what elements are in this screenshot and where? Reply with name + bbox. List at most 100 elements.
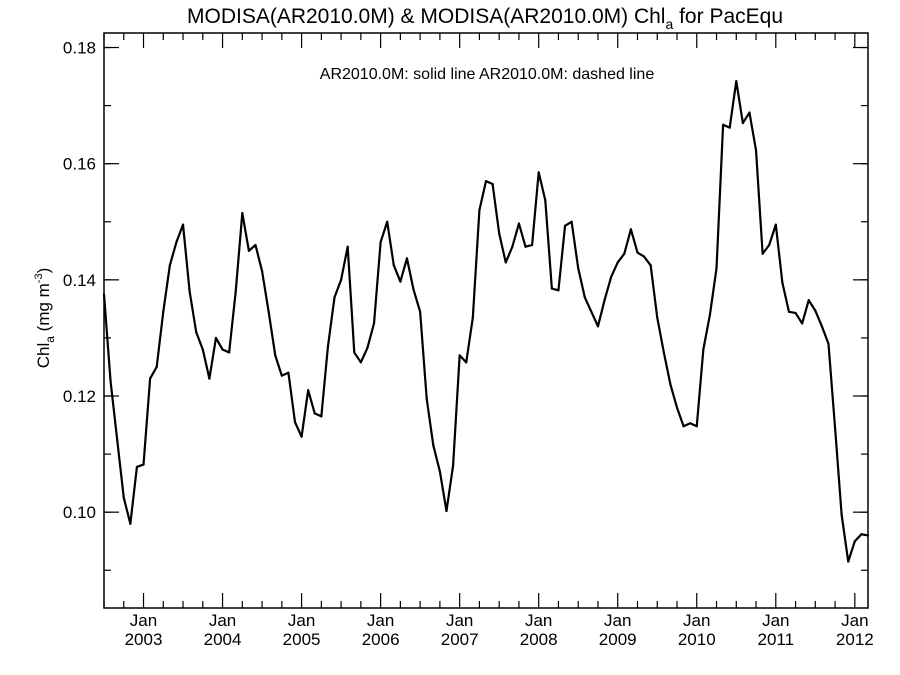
data-point xyxy=(590,310,593,313)
data-point xyxy=(814,309,817,312)
data-point xyxy=(794,311,797,315)
data-point xyxy=(616,261,619,264)
data-point xyxy=(754,149,758,152)
data-point xyxy=(662,351,665,354)
data-point xyxy=(774,223,777,226)
data-point xyxy=(642,255,646,258)
data-point xyxy=(267,310,270,313)
data-point xyxy=(728,126,731,129)
data-point xyxy=(550,287,553,290)
data-point xyxy=(313,412,316,415)
data-point xyxy=(162,310,165,313)
data-point xyxy=(228,351,231,354)
x-tick-month: Jan xyxy=(683,611,710,630)
x-tick-year: 2003 xyxy=(125,630,163,649)
data-point xyxy=(116,438,119,441)
data-point xyxy=(366,346,369,349)
data-point xyxy=(866,534,870,537)
x-tick-year: 2012 xyxy=(836,630,874,649)
data-point xyxy=(860,533,863,536)
data-point xyxy=(445,509,448,513)
data-point xyxy=(175,240,178,244)
data-point xyxy=(656,316,659,319)
data-point xyxy=(425,397,428,401)
data-point xyxy=(465,361,468,364)
data-point xyxy=(840,513,843,517)
x-tick-month: Jan xyxy=(130,611,157,630)
data-point xyxy=(438,470,441,473)
data-point xyxy=(511,245,514,248)
data-point xyxy=(102,293,106,296)
data-point xyxy=(669,383,672,386)
data-point xyxy=(675,406,679,409)
data-point xyxy=(820,325,823,328)
data-point xyxy=(557,289,560,292)
y-axis: 0.10 0.12 0.14 0.16 0.18 xyxy=(63,39,868,571)
chart-title: MODISA(AR2010.0M) & MODISA(AR2010.0M) Ch… xyxy=(187,5,783,32)
data-point xyxy=(563,224,567,227)
data-point xyxy=(702,348,705,351)
data-point xyxy=(498,232,501,235)
data-point xyxy=(109,380,112,383)
x-axis: Jan2003Jan2004Jan2005Jan2006Jan2007Jan20… xyxy=(103,33,874,649)
data-point xyxy=(359,361,362,364)
data-point xyxy=(293,421,297,424)
data-point xyxy=(695,425,698,428)
legend-annotation: AR2010.0M: solid line AR2010.0M: dashed … xyxy=(320,66,655,83)
data-point xyxy=(135,465,139,468)
data-point xyxy=(715,267,718,270)
data-point xyxy=(208,377,211,380)
data-point xyxy=(689,422,692,425)
x-tick-year: 2010 xyxy=(678,630,716,649)
data-point xyxy=(768,243,771,247)
x-tick-month: Jan xyxy=(604,611,631,630)
data-point xyxy=(478,209,481,212)
data-point xyxy=(320,415,323,418)
data-point xyxy=(122,496,125,499)
data-point xyxy=(201,348,204,351)
data-point xyxy=(524,245,527,248)
data-point xyxy=(372,322,376,325)
data-point xyxy=(405,257,409,260)
data-point xyxy=(260,270,264,273)
series-line xyxy=(102,80,869,563)
data-point xyxy=(399,280,402,283)
data-point xyxy=(221,348,224,351)
x-tick-month: Jan xyxy=(762,611,789,630)
data-point xyxy=(129,522,132,525)
data-point xyxy=(254,243,257,247)
data-point xyxy=(234,290,237,293)
data-point xyxy=(274,354,277,357)
data-point xyxy=(451,464,455,467)
data-point xyxy=(833,426,837,430)
data-point xyxy=(241,211,244,215)
data-point xyxy=(353,351,356,354)
data-point xyxy=(708,313,712,316)
data-point xyxy=(149,377,152,380)
data-point xyxy=(735,80,738,83)
data-point xyxy=(847,560,850,563)
y-tick-label: 0.16 xyxy=(63,155,96,174)
x-tick-year: 2004 xyxy=(204,630,242,649)
data-point xyxy=(155,365,158,369)
x-tick-year: 2007 xyxy=(441,630,479,649)
data-point xyxy=(392,264,395,267)
data-point xyxy=(570,220,573,223)
data-point xyxy=(484,180,488,183)
y-tick-label: 0.10 xyxy=(63,503,96,522)
data-point xyxy=(214,336,218,340)
data-point xyxy=(412,288,415,291)
data-point xyxy=(603,299,606,302)
x-tick-year: 2006 xyxy=(362,630,400,649)
data-point xyxy=(761,252,764,255)
y-axis-label: Chla (mg m-3) xyxy=(33,268,57,369)
x-tick-year: 2008 xyxy=(520,630,558,649)
x-tick-year: 2005 xyxy=(283,630,321,649)
x-tick-month: Jan xyxy=(841,611,868,630)
data-point xyxy=(853,540,856,543)
x-tick-month: Jan xyxy=(367,611,394,630)
data-point xyxy=(722,123,725,126)
data-point xyxy=(247,249,250,252)
data-point xyxy=(142,463,145,466)
